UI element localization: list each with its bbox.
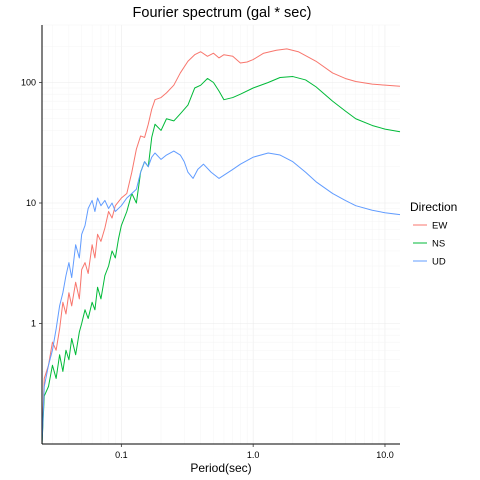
legend-label-ew: EW [432, 221, 447, 232]
grid [42, 24, 400, 445]
axis-ticks: 0.1 1.0 10.0 1 10 100 [21, 77, 394, 460]
y-tick-label: 1 [31, 318, 36, 328]
x-tick-label: 0.1 [115, 450, 128, 460]
series-line-ew [41, 48, 401, 445]
legend: Direction EW NS UD [410, 200, 457, 268]
series-line-ud [41, 150, 401, 445]
x-tick-label: 1.0 [247, 450, 260, 460]
chart-title: Fourier spectrum (gal * sec) [133, 5, 312, 21]
series-line-ns [41, 76, 401, 445]
y-tick-label: 10 [26, 198, 36, 208]
y-tick-label: 100 [21, 77, 36, 87]
x-axis-title: Period(sec) [190, 461, 251, 475]
legend-label-ns: NS [432, 239, 445, 250]
legend-label-ud: UD [432, 257, 446, 268]
x-tick-label: 10.0 [376, 450, 394, 460]
legend-title: Direction [410, 200, 457, 214]
series-lines [41, 48, 401, 445]
